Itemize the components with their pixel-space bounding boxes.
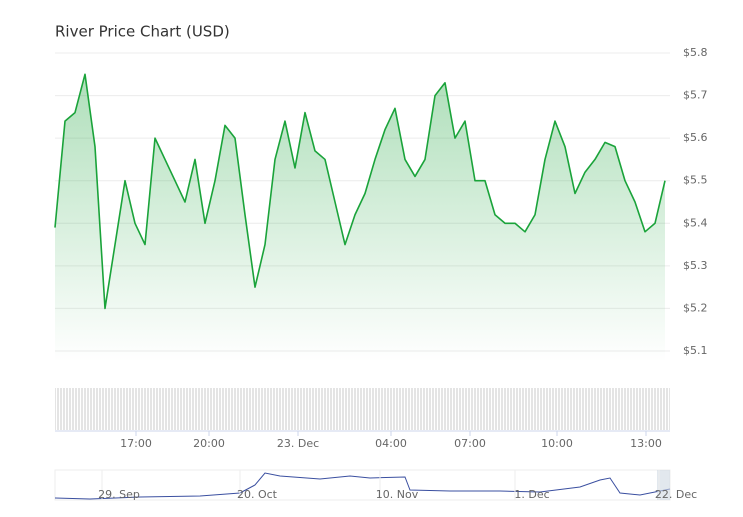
x-tick-label: 04:00	[375, 437, 407, 450]
navigator-label: 1. Dec	[514, 488, 549, 501]
navigator: 29. Sep 20. Oct 10. Nov 1. Dec 22. Dec	[54, 469, 697, 501]
y-tick-label: $5.4	[683, 216, 708, 229]
y-tick-label: $5.5	[683, 174, 708, 187]
x-tick-label: 13:00	[630, 437, 662, 450]
navigator-label: 20. Oct	[237, 488, 278, 501]
y-tick-label: $5.6	[683, 131, 708, 144]
x-tick-label: 23. Dec	[277, 437, 319, 450]
x-tick-label: 17:00	[120, 437, 152, 450]
price-area	[55, 74, 665, 363]
navigator-label: 29. Sep	[98, 488, 140, 501]
navigator-label: 22. Dec	[655, 488, 697, 501]
chart-title: River Price Chart (USD)	[55, 23, 230, 41]
y-tick-label: $5.7	[683, 89, 708, 102]
navigator-label: 10. Nov	[376, 488, 419, 501]
navigator-frame	[54, 469, 671, 501]
y-tick-label: $5.2	[683, 301, 708, 314]
navigator-selection[interactable]	[657, 470, 670, 500]
y-tick-label: $5.1	[683, 344, 708, 357]
x-tick-label: 10:00	[541, 437, 573, 450]
price-line	[54, 73, 666, 310]
volume-band	[55, 388, 670, 430]
y-tick-label: $5.3	[683, 259, 708, 272]
navigator-line	[54, 472, 671, 500]
y-tick-label: $5.8	[683, 46, 708, 59]
x-tick-label: 07:00	[454, 437, 486, 450]
x-tick-label: 20:00	[193, 437, 225, 450]
